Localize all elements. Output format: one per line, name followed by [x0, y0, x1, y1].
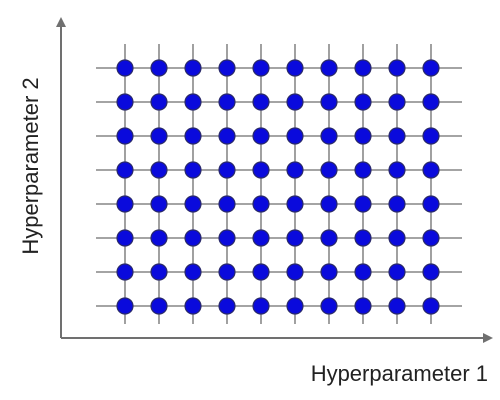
grid-point	[286, 263, 304, 281]
grid-point	[252, 59, 270, 77]
grid-point	[388, 161, 406, 179]
grid-point	[388, 297, 406, 315]
grid-point	[422, 93, 440, 111]
grid-point	[320, 127, 338, 145]
grid-point	[286, 229, 304, 247]
grid-point	[252, 161, 270, 179]
grid-point	[184, 161, 202, 179]
grid-point	[286, 93, 304, 111]
grid-point	[150, 127, 168, 145]
y-axis-label: Hyperparameter 2	[18, 77, 43, 254]
grid-point	[286, 59, 304, 77]
grid-point	[218, 195, 236, 213]
grid-point	[354, 93, 372, 111]
grid-point	[150, 161, 168, 179]
grid-point	[184, 297, 202, 315]
grid-point	[320, 263, 338, 281]
grid-point	[286, 195, 304, 213]
grid-point	[116, 263, 134, 281]
grid-point	[354, 127, 372, 145]
grid-point	[116, 195, 134, 213]
grid-point	[252, 195, 270, 213]
grid-point	[422, 59, 440, 77]
grid-point	[320, 161, 338, 179]
grid-point	[388, 127, 406, 145]
grid-point	[422, 297, 440, 315]
grid-point	[252, 229, 270, 247]
grid-point	[422, 229, 440, 247]
grid-point	[116, 229, 134, 247]
grid-point	[184, 263, 202, 281]
x-axis-label: Hyperparameter 1	[311, 361, 488, 386]
grid-point	[286, 127, 304, 145]
grid-lines	[96, 44, 462, 324]
grid-point	[218, 59, 236, 77]
grid-point	[354, 229, 372, 247]
grid-point	[286, 161, 304, 179]
grid-point	[388, 263, 406, 281]
grid-point	[218, 229, 236, 247]
grid-point	[354, 195, 372, 213]
grid-point	[218, 263, 236, 281]
grid-point	[320, 229, 338, 247]
grid-point	[252, 93, 270, 111]
grid-point	[150, 195, 168, 213]
grid-point	[354, 263, 372, 281]
grid-point	[184, 229, 202, 247]
grid-point	[116, 93, 134, 111]
grid-point	[218, 93, 236, 111]
grid-point	[286, 297, 304, 315]
grid-point	[150, 93, 168, 111]
grid-point	[150, 297, 168, 315]
grid-point	[354, 297, 372, 315]
grid-point	[388, 195, 406, 213]
grid-point	[320, 59, 338, 77]
grid-point	[388, 93, 406, 111]
grid-point	[150, 229, 168, 247]
grid-point	[184, 195, 202, 213]
grid-point	[116, 127, 134, 145]
grid-point	[184, 93, 202, 111]
grid-point	[422, 263, 440, 281]
grid-point	[116, 161, 134, 179]
grid-point	[422, 161, 440, 179]
grid-point	[252, 297, 270, 315]
grid-point	[116, 59, 134, 77]
grid-point	[320, 195, 338, 213]
grid-point	[150, 263, 168, 281]
grid-point	[388, 59, 406, 77]
grid-point	[320, 297, 338, 315]
grid-point	[218, 161, 236, 179]
grid-point	[354, 161, 372, 179]
grid-point	[320, 93, 338, 111]
grid-point	[184, 127, 202, 145]
grid-point	[422, 195, 440, 213]
grid-point	[150, 59, 168, 77]
grid-point	[252, 127, 270, 145]
grid-point	[218, 127, 236, 145]
grid-point	[184, 59, 202, 77]
grid-point	[354, 59, 372, 77]
grid-point	[116, 297, 134, 315]
grid-point	[252, 263, 270, 281]
grid-point	[388, 229, 406, 247]
grid-points	[116, 59, 440, 315]
grid-point	[422, 127, 440, 145]
grid-point	[218, 297, 236, 315]
